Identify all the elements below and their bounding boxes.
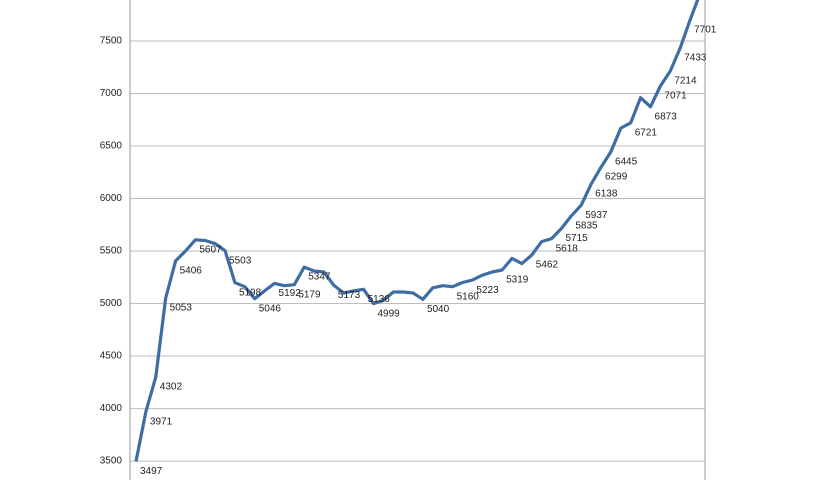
y-tick-label: 4000 [100,403,123,414]
y-tick-label: 5500 [100,246,123,257]
data-label: 5179 [298,289,321,300]
data-label: 5607 [199,244,222,255]
data-label: 5160 [457,291,480,302]
data-label: 3971 [150,416,173,427]
data-label: 7701 [694,24,717,35]
data-label: 6873 [655,111,678,122]
data-label: 5715 [565,233,588,244]
data-label: 6299 [605,172,628,183]
data-label: 5198 [239,287,262,298]
data-label: 5503 [229,255,252,266]
data-label: 5406 [180,266,203,277]
data-label: 3497 [140,466,163,477]
data-label: 5462 [536,260,559,271]
y-tick-label: 4500 [100,351,123,362]
y-tick-label: 7500 [100,36,123,47]
data-label: 5319 [506,275,529,286]
data-label: 5046 [259,303,282,314]
data-label: 5173 [338,290,361,301]
data-label: 6721 [635,127,658,138]
data-label: 5192 [279,288,302,299]
data-label: 5136 [368,294,391,305]
data-label: 5347 [308,272,331,283]
data-label: 5040 [427,304,450,315]
data-label: 7071 [664,91,687,102]
data-label: 5053 [170,303,193,314]
data-label: 5223 [476,285,499,296]
data-label: 4302 [160,381,183,392]
y-tick-label: 6000 [100,193,123,204]
y-tick-label: 6500 [100,141,123,152]
data-line [134,0,700,462]
data-label: 6445 [615,156,638,167]
y-tick-label: 3500 [100,456,123,467]
data-label: 4999 [377,308,400,319]
data-label: 6138 [595,189,618,200]
data-label: 5835 [575,220,598,231]
data-label: 5618 [556,243,579,254]
data-label: 7433 [684,53,707,64]
y-tick-label: 7000 [100,88,123,99]
data-label: 5937 [585,210,608,221]
data-label: 7214 [674,76,697,87]
y-tick-label: 5000 [100,298,123,309]
